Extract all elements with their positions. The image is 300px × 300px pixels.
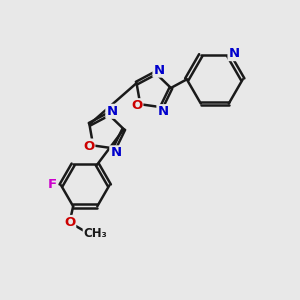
Text: O: O — [64, 216, 75, 229]
Text: N: N — [106, 105, 118, 118]
Text: O: O — [83, 140, 94, 153]
Text: CH₃: CH₃ — [84, 227, 107, 240]
Text: N: N — [229, 47, 240, 60]
Text: F: F — [48, 178, 57, 191]
Text: O: O — [131, 99, 142, 112]
Text: N: N — [154, 64, 165, 76]
Text: N: N — [158, 105, 169, 118]
Text: N: N — [110, 146, 122, 159]
